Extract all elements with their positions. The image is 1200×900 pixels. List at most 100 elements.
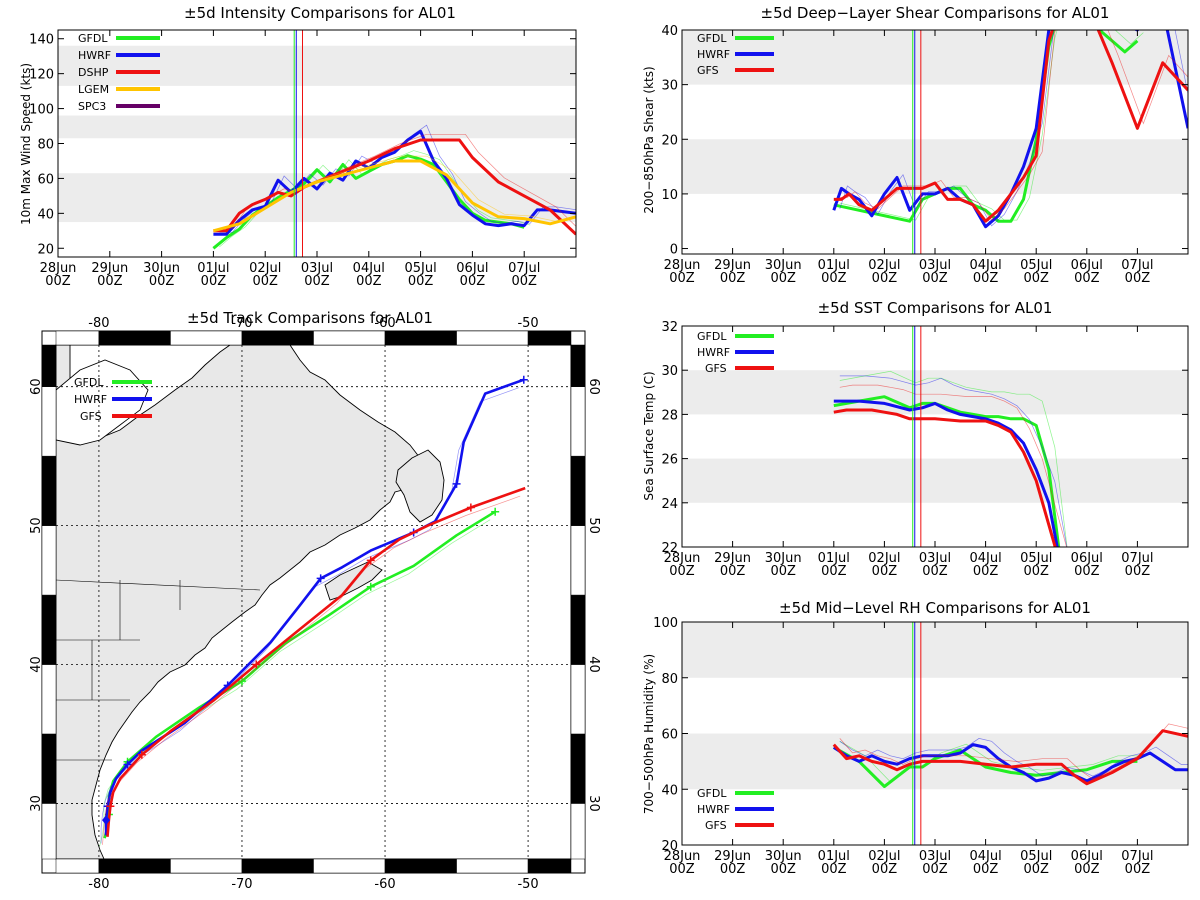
series-lgem-line (213, 159, 576, 233)
x-tick-hour: 00Z (872, 564, 898, 579)
shade-band-1 (682, 370, 1188, 415)
plot-frame (681, 325, 1189, 548)
intensity-legend: GFDL HWRF DSHP LGEM SPC3 (78, 32, 160, 113)
x-tick-hour: 00Z (821, 862, 847, 877)
x-tick-hour: 00Z (511, 274, 537, 289)
x-tick-hour: 00Z (304, 274, 330, 289)
x-tick-day: 04Jul (969, 258, 1001, 273)
track-position-marker (123, 760, 132, 769)
x-tick-hour: 00Z (922, 862, 948, 877)
map-border-segment (313, 858, 386, 874)
y-tick-label: 22 (661, 541, 678, 556)
lon-label-top: -70 (231, 316, 252, 331)
y-tick-label: 100 (653, 616, 678, 631)
x-tick-hour: 00Z (1074, 564, 1100, 579)
legend-label-gfdl: GFDL (697, 787, 727, 800)
track-position-marker (452, 479, 461, 488)
x-tick-hour: 00Z (973, 862, 999, 877)
track-map: ±5d Track Comparisons for AL01 -80 -80 -70… (29, 309, 601, 892)
track-hwrf-line (104, 378, 525, 836)
y-tick-label: 30 (661, 79, 678, 94)
x-tick-day: 04Jul (969, 551, 1001, 566)
x-tick-day: 28Jun (40, 261, 77, 276)
x-tick-hour: 00Z (1125, 564, 1151, 579)
x-tick-hour: 00Z (408, 274, 434, 289)
y-tick-label: 10 (661, 188, 678, 203)
sst-title: ±5d SST Comparisons for AL01 (818, 299, 1053, 317)
x-tick-hour: 00Z (669, 564, 695, 579)
map-border-segment (55, 330, 100, 346)
x-tick-day: 03Jul (919, 551, 951, 566)
map-border-segment (241, 330, 314, 346)
y-tick-label: 40 (37, 207, 54, 222)
track-position-marker (316, 574, 325, 583)
x-tick-hour: 00Z (149, 274, 175, 289)
x-tick-hour: 00Z (460, 274, 486, 289)
rh-legend: GFDL HWRF GFS (697, 787, 774, 832)
track-title: ±5d Track Comparisons for AL01 (187, 309, 433, 327)
x-tick-hour: 00Z (973, 271, 999, 286)
y-tick-label: 60 (661, 728, 678, 743)
x-tick-hour: 00Z (770, 862, 796, 877)
x-tick-day: 03Jul (301, 261, 333, 276)
legend-label-gfdl: GFDL (697, 32, 727, 45)
x-tick-hour: 00Z (1125, 862, 1151, 877)
intensity-title: ±5d Intensity Comparisons for AL01 (184, 4, 456, 22)
track-gfs-ensemble (102, 495, 521, 845)
map-border-segment (55, 858, 100, 874)
x-tick-hour: 00Z (821, 271, 847, 286)
series-hwrf-line (213, 129, 576, 236)
legend-label-gfs: GFS (705, 362, 727, 375)
x-tick-day: 02Jul (868, 849, 900, 864)
x-tick-hour: 00Z (1023, 271, 1049, 286)
shade-band-1 (682, 622, 1188, 678)
map-border-segment (527, 858, 572, 874)
y-tick-label: 20 (661, 133, 678, 148)
map-border-segment (570, 733, 586, 804)
sst-ylabel: Sea Surface Temp (C) (642, 371, 656, 500)
x-tick-day: 28Jun (664, 258, 701, 273)
map-border-segment (570, 525, 586, 596)
x-tick-day: 30Jun (765, 849, 802, 864)
x-tick-day: 02Jul (868, 258, 900, 273)
x-tick-hour: 00Z (720, 271, 746, 286)
x-tick-hour: 00Z (720, 564, 746, 579)
x-tick-hour: 00Z (720, 862, 746, 877)
x-tick-hour: 00Z (201, 274, 227, 289)
sst-legend: GFDL HWRF GFS (697, 330, 774, 375)
newfoundland (395, 449, 445, 523)
y-tick-label: 20 (661, 839, 678, 854)
lat-label-left: 30 (29, 795, 44, 812)
series-gfdl-line (833, 395, 1061, 547)
map-border-segment (570, 386, 586, 457)
x-tick-day: 07Jul (1121, 551, 1153, 566)
map-border-segment (41, 344, 57, 387)
y-tick-label: 24 (661, 497, 678, 512)
series-gfdl-ensemble (839, 370, 1068, 547)
y-tick-label: 26 (661, 453, 678, 468)
x-tick-day: 28Jun (664, 849, 701, 864)
track-position-marker (519, 375, 528, 384)
x-tick-day: 30Jun (765, 551, 802, 566)
x-tick-day: 05Jul (404, 261, 436, 276)
lon-label-bottom: -50 (517, 877, 538, 892)
x-tick-day: 06Jul (456, 261, 488, 276)
rh-title: ±5d Mid−Level RH Comparisons for AL01 (779, 599, 1091, 617)
shade-band-0 (682, 458, 1188, 503)
shear-ylabel: 200−850hPa Shear (kts) (642, 66, 656, 213)
x-tick-day: 30Jun (765, 258, 802, 273)
map-border-segment (384, 330, 457, 346)
legend-label-hwrf: HWRF (78, 49, 111, 62)
y-tick-label: 40 (661, 24, 678, 39)
shade-band-0 (682, 139, 1188, 194)
legend-label-gfdl: GFDL (78, 32, 108, 45)
map-border-segment (313, 330, 386, 346)
rh-chart: ±5d Mid−Level RH Comparisons for AL01 70… (642, 599, 1189, 877)
x-tick-hour: 00Z (770, 271, 796, 286)
series-gfs-line (833, 408, 1057, 547)
x-tick-day: 03Jul (919, 849, 951, 864)
map-border-segment (41, 594, 57, 665)
map-border-segment (570, 344, 586, 387)
track-position-marker (366, 582, 375, 591)
legend-label-lgem: LGEM (78, 83, 109, 96)
